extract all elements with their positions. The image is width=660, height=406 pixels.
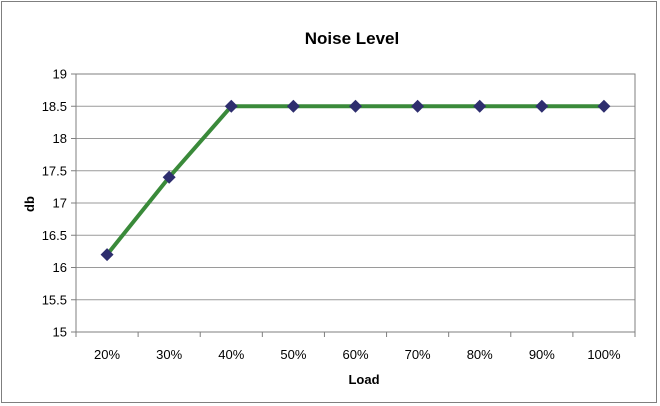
y-tick-label: 17 (53, 196, 67, 211)
y-tick-label: 18 (53, 131, 67, 146)
y-tick-label: 17.5 (42, 163, 67, 178)
x-tick-label: 90% (529, 347, 555, 362)
data-point-marker (224, 99, 238, 113)
data-point-marker (535, 99, 549, 113)
data-point-marker (411, 99, 425, 113)
y-tick-label: 18.5 (42, 99, 67, 114)
data-point-marker (100, 248, 114, 262)
x-tick-label: 60% (342, 347, 368, 362)
x-tick-label: 80% (467, 347, 493, 362)
series-line (105, 104, 604, 256)
x-tick-label: 50% (280, 347, 306, 362)
y-tick-label: 19 (53, 67, 67, 82)
data-point-marker (162, 170, 176, 184)
x-tick-label: 40% (218, 347, 244, 362)
y-tick-label: 15.5 (42, 292, 67, 307)
x-tick-label: 70% (405, 347, 431, 362)
x-tick-label: 30% (156, 347, 182, 362)
tick-labels: 15 15.5 16 16.5 17 17.5 18 18.5 19 20% 30% 40% 50% 60… (42, 67, 621, 363)
data-point-marker (349, 99, 362, 113)
data-point-marker (473, 99, 487, 113)
x-axis-title: Load (348, 372, 379, 387)
y-axis-title: db (22, 196, 37, 212)
series (100, 99, 611, 262)
data-point-marker (286, 99, 300, 113)
y-tick-label: 15 (53, 325, 67, 340)
plot-area (75, 73, 636, 333)
data-point-marker (597, 99, 611, 113)
y-tick-label: 16 (53, 260, 67, 275)
axes (71, 73, 636, 337)
chart-title: Noise Level (305, 29, 400, 48)
y-tick-label: 16.5 (42, 228, 67, 243)
x-tick-label: 20% (94, 347, 120, 362)
x-tick-label: 100% (587, 347, 621, 362)
